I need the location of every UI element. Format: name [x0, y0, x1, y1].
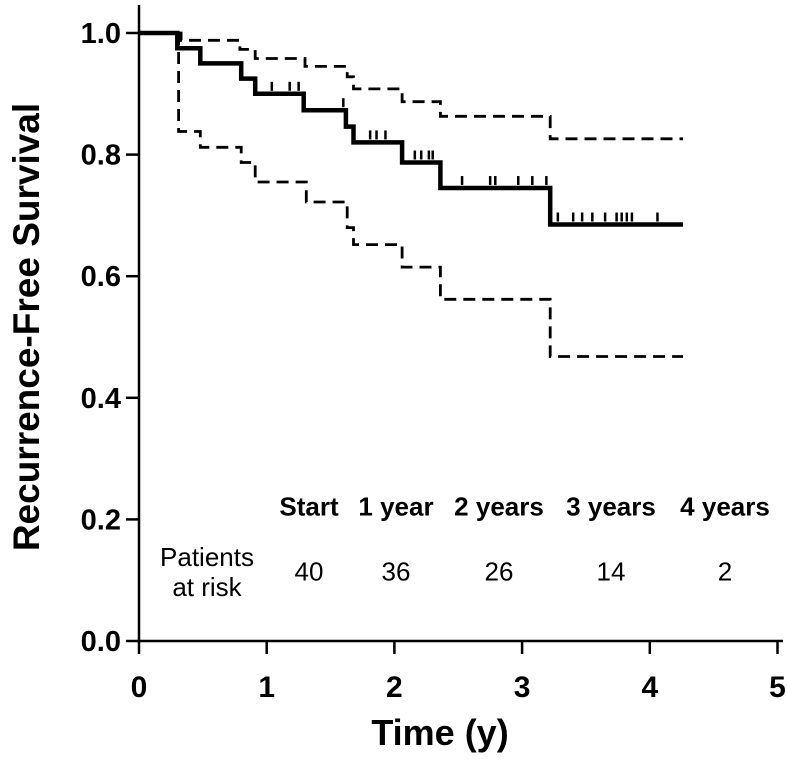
risk-table-header-4: 3 years [566, 491, 656, 522]
y-axis-title: Recurrence-Free Survival [6, 102, 47, 552]
x-tick-label: 3 [514, 671, 531, 704]
x-axis-title: Time (y) [371, 712, 509, 753]
y-tick-label: 0.4 [81, 383, 121, 415]
risk-table-row-label-line1: Patients [160, 542, 254, 572]
x-tick-label: 2 [386, 671, 403, 704]
y-tick-label: 0.0 [81, 626, 121, 658]
risk-table-value-5: 2 [717, 556, 733, 587]
x-tick-label: 1 [258, 671, 275, 704]
risk-table-value-3: 26 [484, 556, 514, 587]
risk-table-header-5: 4 years [680, 491, 770, 522]
recurrence-free-survival-estimate-curve [139, 30, 683, 227]
x-tick-label: 4 [641, 671, 658, 704]
lower-95ci-curve [177, 33, 683, 358]
risk-table-row-label-line2: at risk [172, 572, 242, 602]
risk-table-header-2: 1 year [358, 491, 434, 522]
y-tick-label: 0.2 [81, 504, 121, 536]
x-tick-label: 0 [131, 671, 148, 704]
y-tick-label: 0.8 [81, 140, 121, 172]
risk-table-header-3: 2 years [454, 491, 544, 522]
y-tick-label: 0.6 [81, 261, 121, 293]
risk-table-value-4: 14 [596, 556, 626, 587]
upper-95ci-curve [177, 31, 683, 141]
risk-table-value-2: 36 [381, 556, 411, 587]
y-tick-label: 1.0 [81, 18, 121, 50]
risk-table-row-label: Patients at risk [160, 542, 254, 602]
risk-table-value-1: 40 [294, 556, 324, 587]
risk-table-header-1: Start [279, 491, 339, 522]
x-tick-label: 5 [769, 671, 786, 704]
